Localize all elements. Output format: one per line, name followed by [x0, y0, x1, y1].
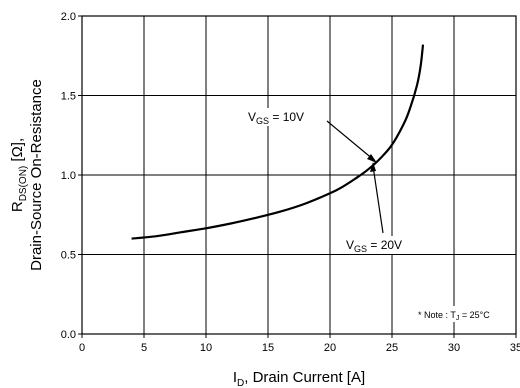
- x-tick-label: 5: [141, 342, 147, 354]
- y-axis-ticks: 0.0 0.5 1.0 1.5 2.0: [61, 11, 82, 341]
- x-tick-label: 30: [448, 342, 460, 354]
- x-axis-ticks: 0 5 10 15 20 25 30 35: [79, 334, 520, 354]
- x-tick-label: 10: [200, 342, 212, 354]
- annotation-label-20v: VGS = 20V: [346, 238, 402, 254]
- x-tick-label: 20: [324, 342, 336, 354]
- annotation-arrowhead-20v: [370, 162, 376, 172]
- y-tick-label: 0.5: [61, 250, 76, 262]
- note-bg: [412, 306, 512, 322]
- annotation-arrowhead-10v: [367, 154, 377, 163]
- y-axis-title-line1: RDS(ON) [Ω],: [9, 138, 29, 212]
- x-tick-label: 25: [386, 342, 398, 354]
- annotation-arrow-20v: [372, 165, 384, 234]
- series-line: [131, 44, 425, 240]
- x-tick-label: 0: [79, 342, 85, 354]
- annotation-arrow-10v: [326, 120, 375, 161]
- annotation-bg-10v: [244, 108, 326, 126]
- y-axis-title-line2: Drain-Source On-Resistance: [28, 79, 45, 271]
- x-tick-label: 35: [510, 342, 520, 354]
- annotation-bg-20v: [342, 236, 424, 254]
- y-tick-label: 1.5: [61, 91, 76, 103]
- temperature-note: * Note : TJ = 25°C: [418, 310, 490, 322]
- y-axis-title: RDS(ON) [Ω], Drain-Source On-Resistance: [9, 79, 45, 271]
- x-tick-label: 15: [262, 342, 274, 354]
- annotation-label-10v: VGS = 10V: [248, 110, 304, 126]
- y-tick-label: 0.0: [61, 329, 76, 341]
- y-tick-label: 1.0: [61, 170, 76, 182]
- x-axis-title: ID, Drain Current [A]: [233, 369, 365, 388]
- y-tick-label: 2.0: [61, 11, 76, 23]
- grid: [82, 16, 516, 334]
